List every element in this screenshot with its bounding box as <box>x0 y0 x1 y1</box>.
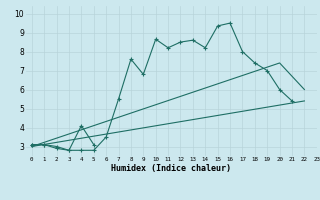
X-axis label: Humidex (Indice chaleur): Humidex (Indice chaleur) <box>111 164 231 173</box>
